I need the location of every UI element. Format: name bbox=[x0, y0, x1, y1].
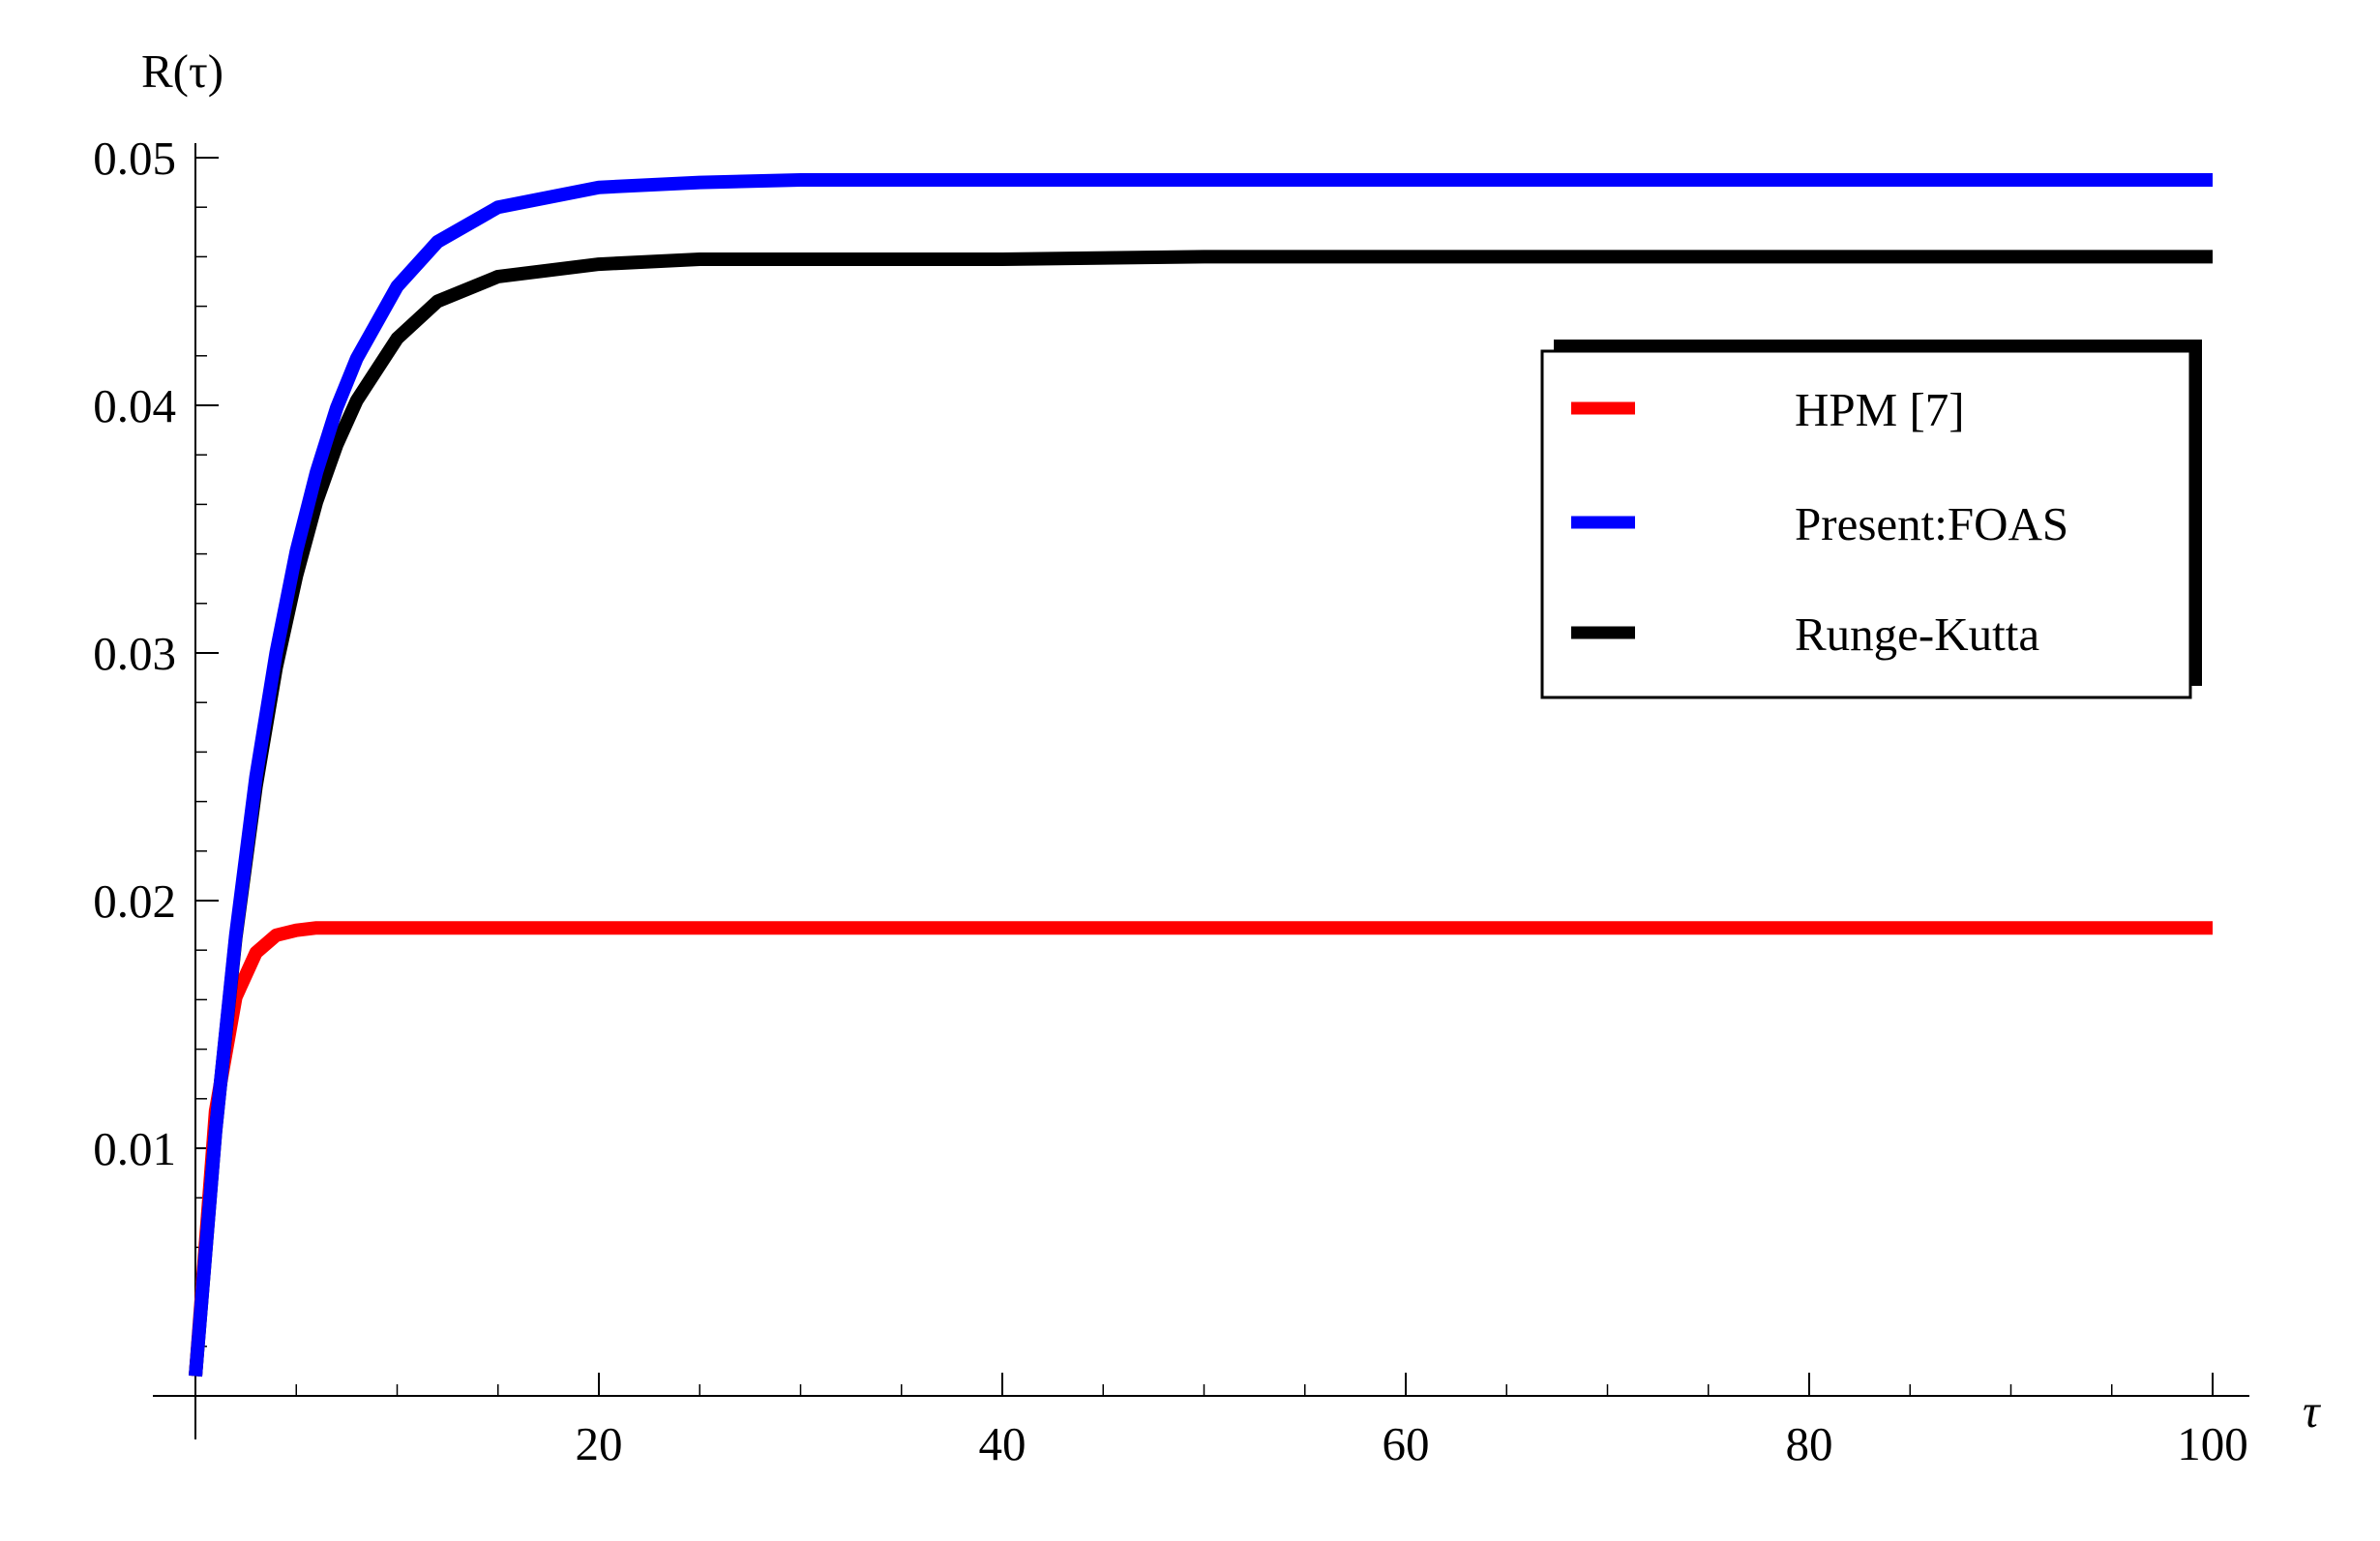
legend-label-present-foas: Present:FOAS bbox=[1795, 497, 2068, 550]
y-tick-label: 0.04 bbox=[93, 379, 176, 432]
axes: 20 40 60 80 100 0.01 0.02 0.03 0.04 0.05 bbox=[93, 132, 2249, 1470]
legend: HPM [7] Present:FOAS Runge-Kutta bbox=[1540, 340, 2202, 699]
legend-label-runge-kutta: Runge-Kutta bbox=[1795, 608, 2039, 661]
x-tick-label: 100 bbox=[2177, 1417, 2248, 1470]
x-tick-label: 40 bbox=[979, 1417, 1026, 1470]
x-tick-label: 20 bbox=[576, 1417, 623, 1470]
y-tick-label: 0.02 bbox=[93, 874, 176, 928]
x-tick-label: 60 bbox=[1383, 1417, 1430, 1470]
y-tick-label: 0.01 bbox=[93, 1122, 176, 1175]
series-line-hpm bbox=[189, 921, 2213, 1378]
x-tick-label: 80 bbox=[1786, 1417, 1833, 1470]
series-lines bbox=[189, 173, 2213, 1378]
legend-box bbox=[1540, 349, 2192, 699]
y-axis-title: R(τ) bbox=[141, 44, 223, 98]
y-tick-label: 0.03 bbox=[93, 627, 176, 680]
series-line-present-foas bbox=[189, 173, 2213, 1378]
legend-label-hpm: HPM [7] bbox=[1795, 383, 1965, 436]
y-tick-label: 0.05 bbox=[93, 132, 176, 185]
x-axis-title: τ bbox=[2303, 1384, 2322, 1437]
